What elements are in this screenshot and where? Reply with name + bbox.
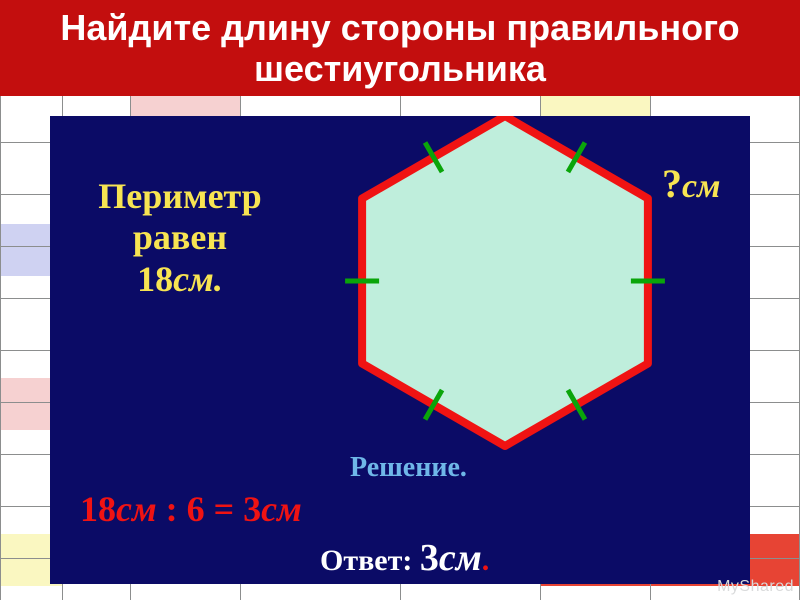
perimeter-line1: Периметр — [98, 176, 261, 216]
answer-unit: см — [439, 537, 482, 579]
answer: Ответ: 3см. — [320, 536, 489, 580]
perimeter-text: Периметр равен 18см. — [70, 176, 290, 300]
perimeter-value: 18 — [137, 259, 173, 299]
title-text: Найдите длину стороны правильного шестиу… — [20, 7, 780, 90]
main-panel: Периметр равен 18см. ?см Решение. 18см :… — [50, 116, 750, 584]
hexagon-svg — [305, 116, 705, 456]
question-mark: ? — [662, 161, 682, 206]
watermark: MyShared — [717, 578, 794, 596]
calc-op: : 6 = — [157, 489, 244, 529]
solution-label: Решение. — [350, 452, 467, 484]
answer-label: Ответ: — [320, 544, 420, 577]
perimeter-line2: равен — [133, 217, 227, 257]
calc-lhs-num: 18 — [80, 489, 116, 529]
calc-rhs-num: 3 — [243, 489, 261, 529]
calc-rhs-unit: см — [261, 489, 302, 529]
perimeter-unit: см. — [173, 259, 223, 299]
question-label: ?см — [662, 160, 720, 207]
title-bar: Найдите длину стороны правильного шестиу… — [0, 0, 800, 96]
answer-dot: . — [482, 544, 490, 577]
question-unit: см — [682, 168, 720, 205]
solution-text: Решение. — [350, 452, 467, 483]
answer-num: 3 — [420, 537, 439, 579]
hexagon-figure — [305, 116, 705, 461]
calculation: 18см : 6 = 3см — [80, 488, 302, 530]
calc-lhs-unit: см — [116, 489, 157, 529]
